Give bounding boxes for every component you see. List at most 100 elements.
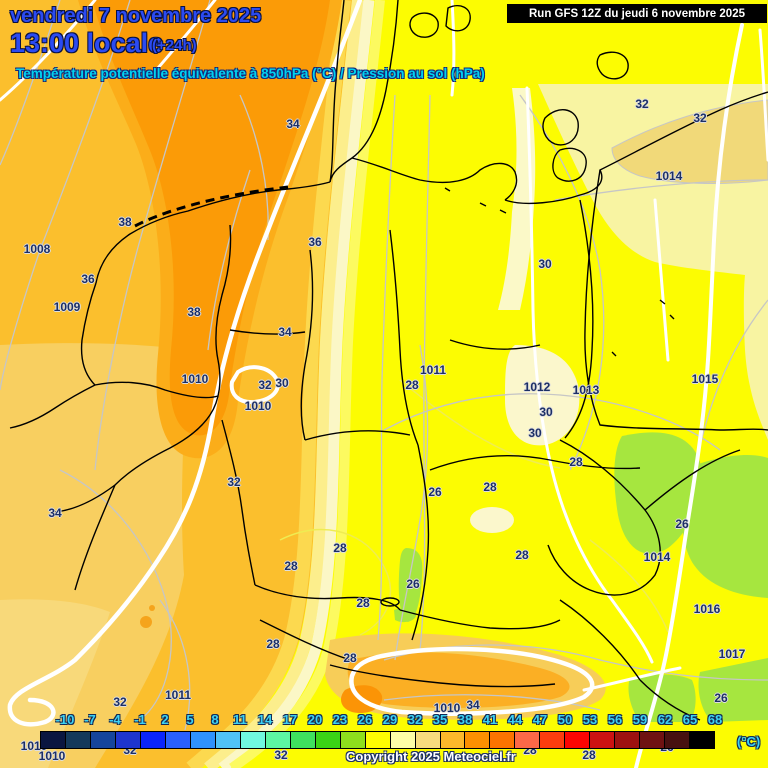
pressure-label: 1011 <box>164 688 192 702</box>
scale-tick-label: -10 <box>55 712 75 727</box>
pressure-label: 1010 <box>244 399 272 413</box>
country-borders <box>9 0 768 721</box>
scale-tick-label: -4 <box>109 712 121 727</box>
scale-color-cell <box>41 732 66 748</box>
scale-tick-label: 20 <box>307 712 323 727</box>
scale-tick-label: 47 <box>532 712 548 727</box>
scale-tick-label: 8 <box>211 712 219 727</box>
region-orange-plume <box>92 0 330 436</box>
scale-color-cell <box>490 732 516 748</box>
scale-color-cell <box>90 732 116 748</box>
theta-e-label: 32 <box>274 748 288 762</box>
pressure-label: 1012 <box>523 380 551 394</box>
pressure-label: 1008 <box>23 242 51 256</box>
pressure-label: 1016 <box>693 602 721 616</box>
theta-e-label: 28 <box>333 541 347 555</box>
theta-e-label: 26 <box>406 577 420 591</box>
scale-tick-label: 35 <box>432 712 448 727</box>
theta-e-label: 32 <box>635 97 649 111</box>
scale-color-cell <box>540 732 566 748</box>
theta-e-label: 32 <box>693 111 707 125</box>
scale-color-cell <box>640 732 666 748</box>
scale-tick-label: 11 <box>233 712 247 727</box>
pressure-label: 1010 <box>181 372 209 386</box>
scale-color-cell <box>315 732 341 748</box>
theta-e-label: 28 <box>405 378 419 392</box>
forecast-offset-label: (+24h) <box>152 37 197 54</box>
temperature-color-scale <box>40 731 715 749</box>
scale-color-cell <box>465 732 491 748</box>
gray-contours <box>0 0 768 731</box>
theta-e-label: 34 <box>466 698 480 712</box>
pressure-label: 1013 <box>572 383 600 397</box>
scale-color-cell <box>665 732 691 748</box>
run-info-badge: Run GFS 12Z du jeudi 6 novembre 2025 <box>507 4 767 23</box>
theta-e-label: 32 <box>258 378 272 392</box>
theta-e-label: 32 <box>113 695 127 709</box>
theta-e-label: 36 <box>308 235 322 249</box>
pressure-label: 1009 <box>53 300 81 314</box>
scale-tick-label: 56 <box>607 712 623 727</box>
scale-tick-label: 62 <box>657 712 673 727</box>
scale-color-cell <box>390 732 416 748</box>
scale-tick-label: 2 <box>161 712 169 727</box>
time-label: 13:00 locale <box>10 28 164 58</box>
scale-color-cell <box>65 732 91 748</box>
scale-color-cell <box>340 732 366 748</box>
theta-e-label: 36 <box>81 272 95 286</box>
scale-tick-label: 50 <box>557 712 573 727</box>
theta-e-label: 28 <box>343 651 357 665</box>
scale-color-cell <box>365 732 391 748</box>
scale-color-cell <box>165 732 191 748</box>
pressure-label: 1011 <box>419 363 447 377</box>
theta-e-label: 26 <box>714 691 728 705</box>
theta-e-label: 30 <box>275 376 289 390</box>
scale-tick-label: -7 <box>84 712 96 727</box>
scale-color-cell <box>415 732 441 748</box>
scale-color-cell <box>290 732 316 748</box>
theta-e-label: 38 <box>118 215 132 229</box>
pressure-label: 1010 <box>38 749 66 763</box>
scale-color-cell <box>565 732 591 748</box>
date-label: vendredi 7 novembre 2025 <box>10 5 262 27</box>
scale-tick-label: 17 <box>282 712 298 727</box>
scale-color-cell <box>515 732 541 748</box>
region-gold-wedge-ne <box>611 99 768 184</box>
scale-tick-label: 29 <box>382 712 398 727</box>
scale-tick-label: 65 <box>682 712 698 727</box>
theta-e-label: 28 <box>515 548 529 562</box>
run-info-text: Run GFS 12Z du jeudi 6 novembre 2025 <box>528 7 745 20</box>
scale-tick-label: 32 <box>407 712 423 727</box>
scale-tick-label: 59 <box>632 712 648 727</box>
scale-tick-label: 44 <box>507 712 523 727</box>
scale-unit-label: (°C) <box>737 734 761 749</box>
theta-e-label: 30 <box>538 257 552 271</box>
scale-color-cell <box>690 732 715 748</box>
theta-e-label: 34 <box>48 506 62 520</box>
pressure-label: 1017 <box>718 647 746 661</box>
theta-e-label: 28 <box>284 559 298 573</box>
scale-color-cell <box>265 732 291 748</box>
parameter-subtitle: Température potentielle équivalente à 85… <box>16 66 485 81</box>
scale-color-cell <box>615 732 641 748</box>
theta-e-label: 34 <box>278 325 292 339</box>
copyright-label: Copyright 2025 Meteociel.fr <box>346 749 516 764</box>
scale-tick-label: 38 <box>457 712 473 727</box>
pressure-label: 1010 <box>433 701 461 715</box>
theta-e-label: 28 <box>356 596 370 610</box>
theta-e-label: 28 <box>569 455 583 469</box>
pressure-label: 1014 <box>655 169 683 183</box>
scale-tick-label: -1 <box>134 712 146 727</box>
scale-tick-label: 23 <box>332 712 348 727</box>
pressure-label: 1014 <box>643 550 671 564</box>
theta-e-label: 28 <box>582 748 596 762</box>
scale-tick-label: 14 <box>257 712 273 727</box>
theta-e-label: 32 <box>227 475 241 489</box>
pressure-label: 1015 <box>691 372 719 386</box>
scale-color-cell <box>215 732 241 748</box>
region-green-patches <box>394 432 768 722</box>
theta-e-label: 28 <box>266 637 280 651</box>
